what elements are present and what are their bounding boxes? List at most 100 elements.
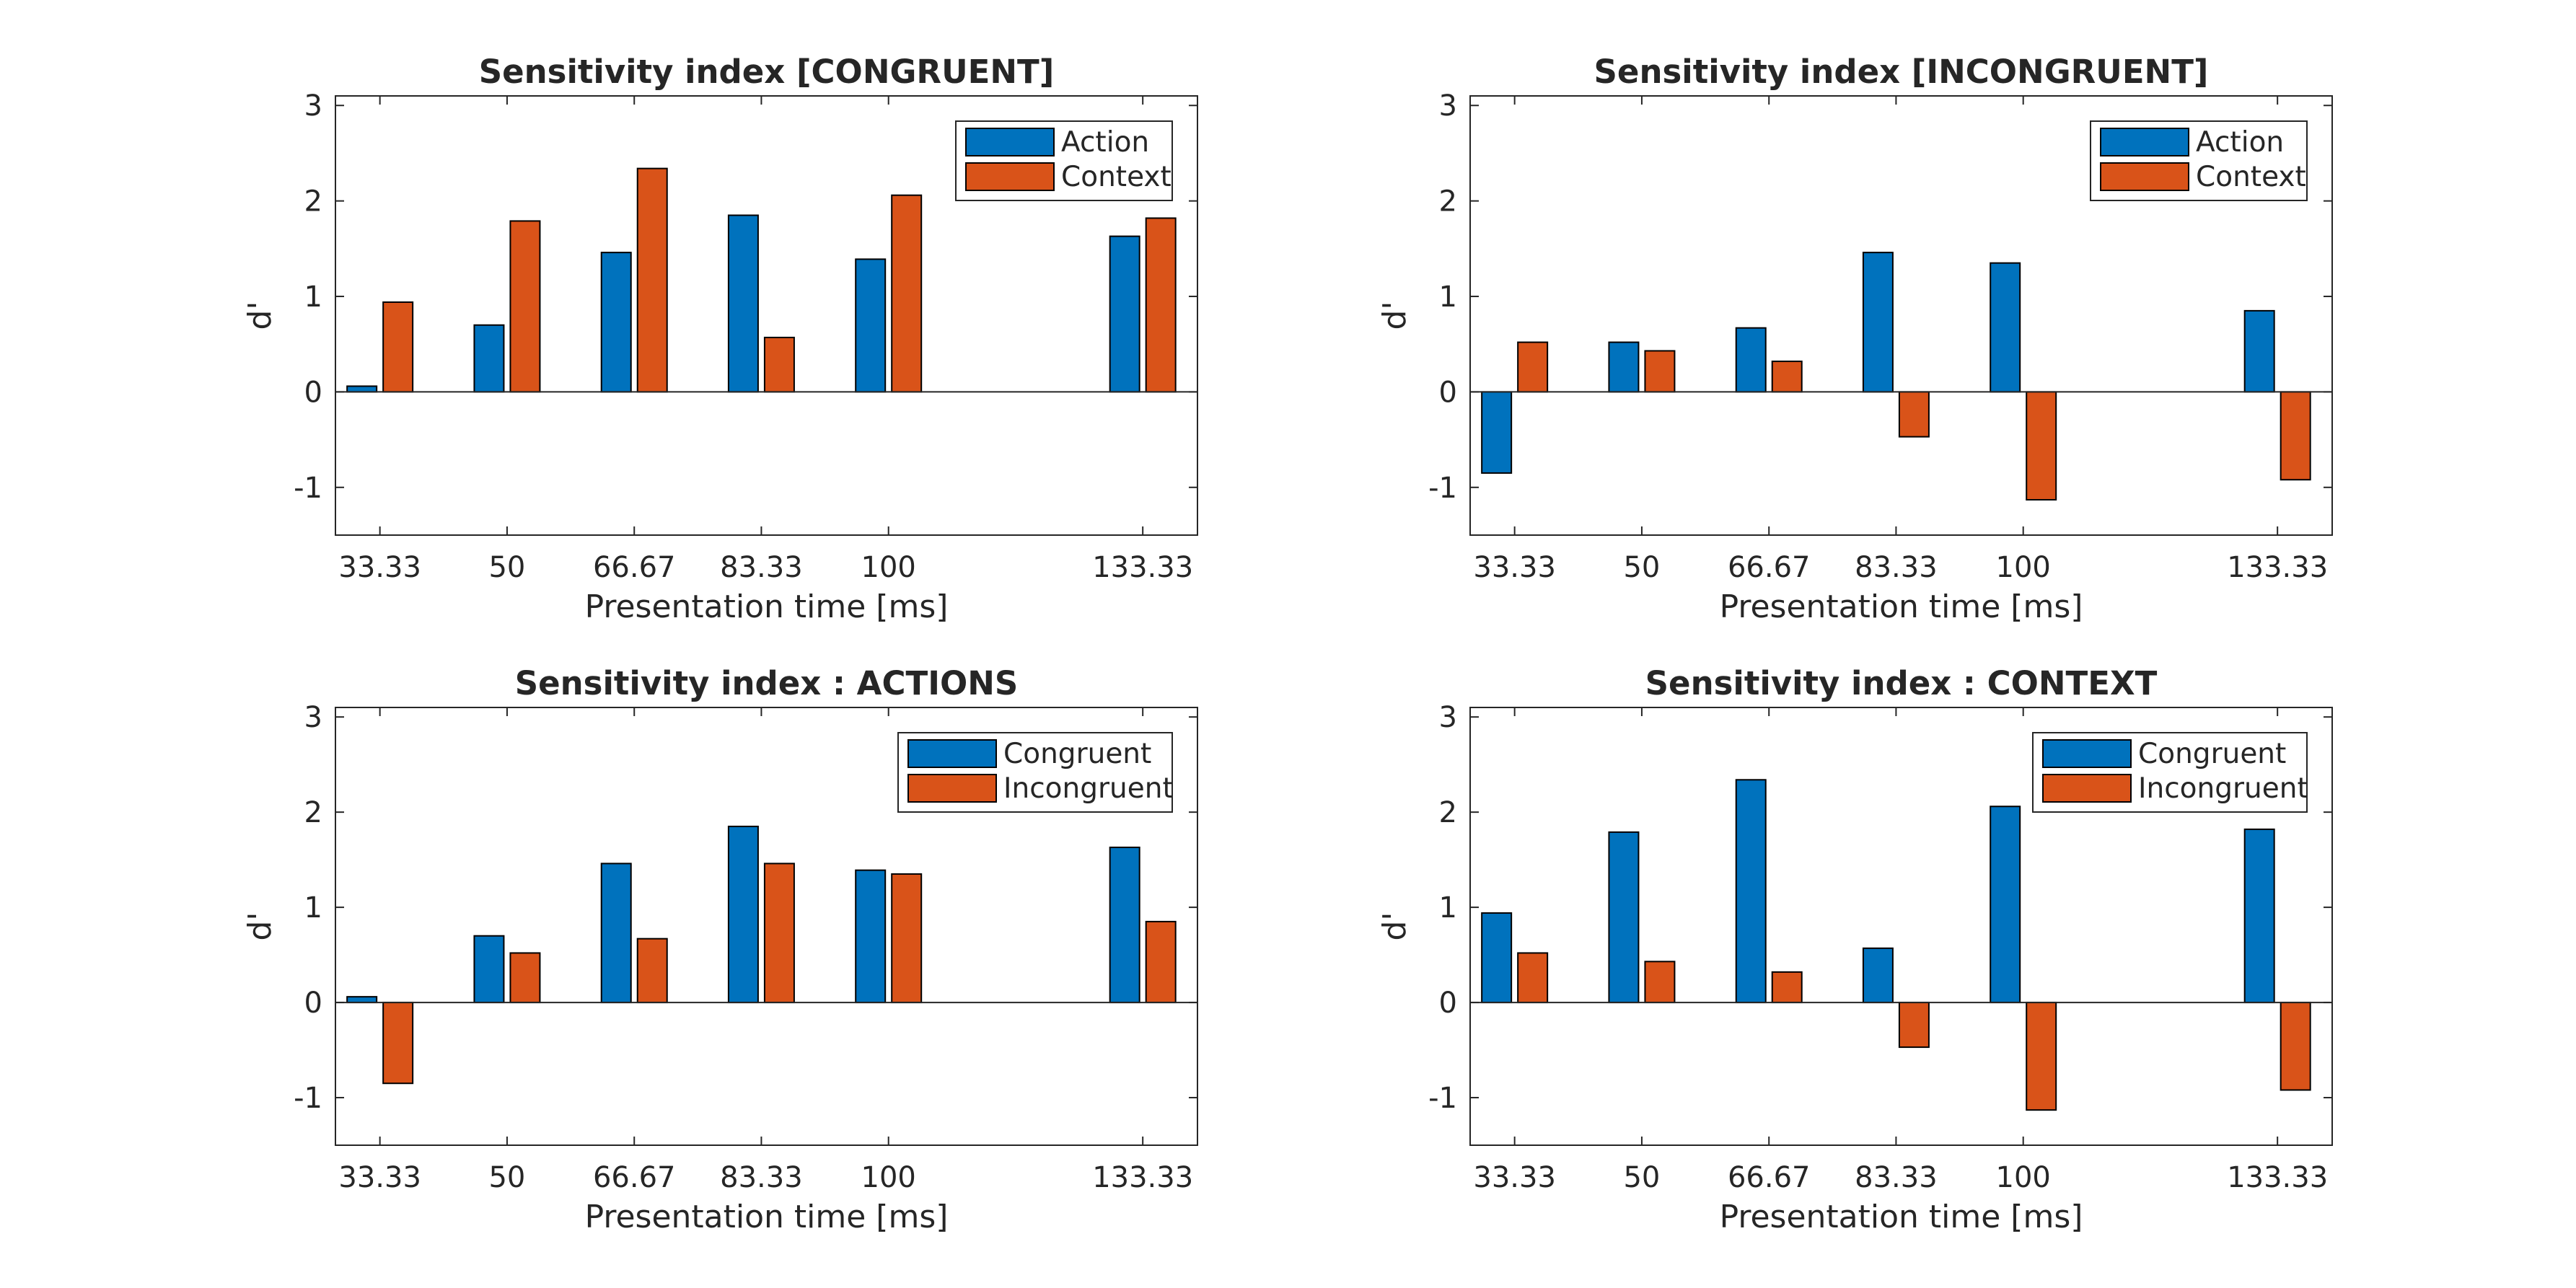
bar-action-133.33 <box>1109 235 1140 393</box>
bar-context-133.33 <box>1145 217 1177 393</box>
chart-title: Sensitivity index [INCONGRUENT] <box>1594 53 2209 91</box>
legend-label-context: Context <box>1061 161 1171 193</box>
y-tick-label: -1 <box>294 472 322 505</box>
x-tick-label: 83.33 <box>720 1161 803 1194</box>
bar-context-33.33 <box>1517 341 1549 393</box>
legend-swatch-context <box>965 162 1055 191</box>
bar-congruent-100 <box>1990 806 2021 1004</box>
legend-label-action: Action <box>1061 126 1149 159</box>
bar-context-100 <box>891 194 923 393</box>
x-axis-label: Presentation time [ms] <box>585 1199 949 1235</box>
x-axis-label: Presentation time [ms] <box>1720 588 2083 625</box>
bar-congruent-133.33 <box>1109 846 1140 1004</box>
chart-panel-1: -1 0 1 2 3 33.33 50 66.67 83.33 100 133.33 Sensitiv… <box>242 53 1198 625</box>
x-tick-label: 66.67 <box>593 551 676 584</box>
y-tick-label: 1 <box>1439 891 1457 925</box>
x-tick-label: 33.33 <box>338 1161 421 1194</box>
bar-incongruent-100 <box>2026 1002 2057 1111</box>
bar-context-66.67 <box>1771 361 1803 393</box>
bar-action-66.67 <box>1735 327 1767 393</box>
bar-congruent-50 <box>473 935 505 1004</box>
axes-box <box>335 707 1198 1146</box>
y-tick-label: 0 <box>1439 376 1457 409</box>
y-axis-label: d' <box>1376 301 1413 330</box>
bar-incongruent-83.33 <box>763 863 795 1004</box>
bar-action-83.33 <box>727 214 759 393</box>
y-tick-label: 2 <box>304 796 322 829</box>
x-tick-label: 33.33 <box>1473 1161 1556 1194</box>
x-tick-label: 100 <box>861 551 916 584</box>
bar-congruent-66.67 <box>1735 779 1767 1004</box>
x-tick-label: 100 <box>861 1161 916 1194</box>
bar-incongruent-66.67 <box>636 938 668 1004</box>
chart-title: Sensitivity index [CONGRUENT] <box>479 53 1055 91</box>
axes-box <box>335 95 1198 536</box>
bar-context-100 <box>2026 391 2057 501</box>
bar-incongruent-33.33 <box>382 1002 414 1085</box>
legend-swatch-action <box>2100 128 2189 156</box>
legend-label-incongruent: Incongruent <box>2138 772 2308 805</box>
bar-incongruent-133.33 <box>2280 1002 2311 1091</box>
legend-swatch-congruent <box>2042 739 2132 768</box>
y-axis-label: d' <box>242 301 278 330</box>
bar-incongruent-133.33 <box>1145 920 1177 1004</box>
bar-context-33.33 <box>382 301 414 393</box>
bar-incongruent-100 <box>891 873 923 1004</box>
bar-context-50 <box>1644 350 1676 393</box>
legend-label-action: Action <box>2196 126 2284 159</box>
bar-congruent-133.33 <box>2243 828 2275 1004</box>
bar-incongruent-33.33 <box>1517 952 1549 1004</box>
chart-title: Sensitivity index : ACTIONS <box>515 664 1019 702</box>
y-tick-label: 3 <box>304 89 322 123</box>
y-tick-label: 0 <box>1439 987 1457 1020</box>
bar-action-133.33 <box>2243 309 2275 393</box>
y-tick-label: 2 <box>1439 796 1457 829</box>
x-tick-label: 50 <box>488 551 525 584</box>
chart-panel-2: -1 0 1 2 3 33.33 50 66.67 83.33 100 133.33 Sensitiv… <box>1376 53 2333 625</box>
chart-panel-4: -1 0 1 2 3 33.33 50 66.67 83.33 100 133.33 Sensitiv… <box>1376 664 2333 1235</box>
x-tick-label: 66.67 <box>1728 551 1811 584</box>
bar-incongruent-83.33 <box>1898 1002 1930 1049</box>
x-tick-label: 66.67 <box>593 1161 676 1194</box>
y-tick-label: 1 <box>1439 281 1457 314</box>
x-tick-label: 50 <box>488 1161 525 1194</box>
bar-congruent-100 <box>855 869 887 1004</box>
y-tick-label: 0 <box>304 987 322 1020</box>
bar-congruent-50 <box>1608 831 1640 1004</box>
y-tick-label: 3 <box>1439 701 1457 734</box>
x-tick-label: 33.33 <box>338 551 421 584</box>
bar-action-33.33 <box>346 385 378 393</box>
x-tick-label: 83.33 <box>720 551 803 584</box>
legend-swatch-action <box>965 128 1055 156</box>
x-tick-label: 83.33 <box>1855 551 1938 584</box>
x-tick-label: 133.33 <box>2227 551 2328 584</box>
y-tick-label: 3 <box>1439 89 1457 123</box>
x-tick-label: 33.33 <box>1473 551 1556 584</box>
bar-action-33.33 <box>1481 391 1513 474</box>
y-tick-label: 1 <box>304 891 322 925</box>
bar-action-100 <box>1990 262 2021 393</box>
bar-context-50 <box>509 220 541 393</box>
y-tick-label: -1 <box>294 1082 322 1115</box>
bar-context-133.33 <box>2280 391 2311 481</box>
x-tick-label: 50 <box>1623 551 1660 584</box>
bar-incongruent-50 <box>1644 961 1676 1004</box>
y-axis-label: d' <box>1376 912 1413 940</box>
bar-congruent-66.67 <box>600 863 632 1004</box>
y-tick-label: -1 <box>1428 1082 1457 1115</box>
x-tick-label: 50 <box>1623 1161 1660 1194</box>
bar-incongruent-50 <box>509 952 541 1004</box>
legend-swatch-incongruent <box>2042 774 2132 803</box>
x-tick-label: 100 <box>1996 551 2051 584</box>
axes-box <box>1469 707 2333 1146</box>
x-axis-label: Presentation time [ms] <box>585 588 949 625</box>
bar-congruent-33.33 <box>1481 912 1513 1004</box>
legend-label-incongruent: Incongruent <box>1003 772 1174 805</box>
x-tick-label: 100 <box>1996 1161 2051 1194</box>
y-axis-label: d' <box>242 912 278 940</box>
legend-swatch-incongruent <box>907 774 997 803</box>
legend-label-congruent: Congruent <box>1003 738 1151 770</box>
bar-incongruent-66.67 <box>1771 971 1803 1004</box>
